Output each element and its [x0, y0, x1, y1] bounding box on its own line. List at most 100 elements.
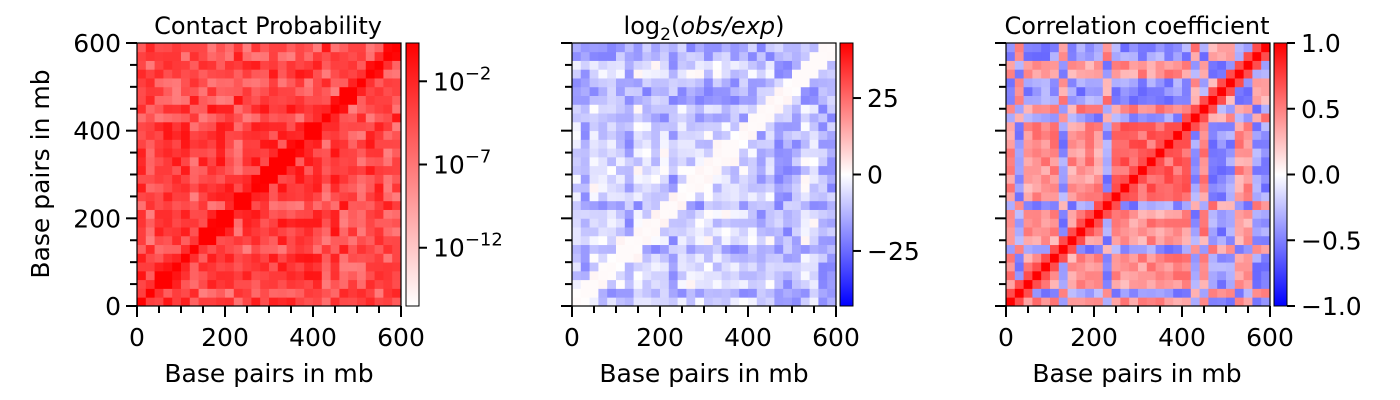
heatmap-cell — [374, 235, 384, 246]
heatmap-cell — [357, 288, 367, 298]
heatmap-cell — [1261, 235, 1271, 246]
heatmap-cell — [774, 104, 784, 114]
heatmap-cell — [154, 183, 164, 193]
heatmap-cell — [348, 218, 358, 228]
heatmap-cell — [704, 297, 714, 307]
heatmap-cell — [730, 156, 740, 167]
heatmap-cell — [313, 270, 323, 281]
heatmap-cell — [1208, 174, 1218, 184]
heatmap-cell — [818, 60, 828, 70]
heatmap-cell — [642, 297, 652, 307]
heatmap-cell — [739, 244, 749, 254]
heatmap-cell — [792, 139, 802, 149]
heatmap-cell — [712, 130, 722, 140]
heatmap-cell — [1102, 60, 1112, 70]
heatmap-cell — [1199, 139, 1209, 149]
heatmap-cell — [1014, 60, 1024, 70]
heatmap-cell — [216, 130, 226, 140]
heatmap-cell — [225, 156, 235, 167]
heatmap-cell — [1234, 200, 1244, 210]
heatmap-cell — [1138, 78, 1148, 88]
heatmap-cell — [677, 121, 687, 132]
heatmap-cell — [216, 139, 226, 149]
heatmap-cell — [792, 253, 802, 263]
heatmap-cell — [800, 235, 810, 246]
heatmap-cell — [1164, 139, 1174, 149]
panel3-axes: 0 200 400 600 — [995, 42, 1294, 352]
heatmap-cell — [1217, 192, 1227, 202]
heatmap-cell — [1058, 297, 1068, 307]
heatmap-cell — [765, 78, 775, 88]
heatmap-cell — [304, 262, 314, 272]
heatmap-cell — [365, 165, 375, 175]
heatmap-cell — [189, 95, 199, 105]
heatmap-cell — [668, 95, 678, 105]
heatmap-cell — [1006, 174, 1016, 184]
heatmap-cell — [598, 244, 608, 254]
heatmap-cell — [313, 51, 323, 61]
heatmap-cell — [783, 148, 793, 158]
heatmap-cell — [1173, 209, 1183, 219]
heatmap-cell — [313, 200, 323, 210]
heatmap-cell — [642, 227, 652, 237]
heatmap-cell — [172, 183, 182, 193]
heatmap-cell — [374, 51, 384, 61]
heatmap-cell — [1102, 165, 1112, 175]
heatmap-cell — [792, 262, 802, 272]
heatmap-cell — [330, 253, 340, 263]
heatmap-cell — [1252, 165, 1262, 175]
heatmap-cell — [1173, 174, 1183, 184]
heatmap-cell — [686, 104, 696, 114]
heatmap-cell — [1067, 86, 1077, 96]
heatmap-cell — [189, 192, 199, 202]
heatmap-cell — [739, 174, 749, 184]
heatmap-cell — [748, 270, 758, 281]
heatmap-cell — [1076, 183, 1086, 193]
heatmap-cell — [321, 183, 331, 193]
heatmap-cell — [260, 288, 270, 298]
heatmap-cell — [598, 60, 608, 70]
heatmap-cell — [1182, 104, 1192, 114]
heatmap-cell — [198, 60, 208, 70]
heatmap-cell — [580, 192, 590, 202]
heatmap-cell — [633, 218, 643, 228]
heatmap-cell — [189, 148, 199, 158]
heatmap-cell — [651, 51, 661, 61]
heatmap-cell — [1067, 43, 1077, 53]
heatmap-cell — [330, 86, 340, 96]
heatmap-cell — [783, 130, 793, 140]
heatmap-cell — [1243, 192, 1253, 202]
heatmap-cell — [1006, 95, 1016, 105]
heatmap-cell — [1111, 288, 1121, 298]
heatmap-cell — [198, 244, 208, 254]
heatmap-cell — [818, 51, 828, 61]
heatmap-cell — [748, 227, 758, 237]
heatmap-cell — [339, 297, 349, 307]
heatmap-cell — [339, 148, 349, 158]
heatmap-cell — [651, 279, 661, 289]
heatmap-cell — [295, 113, 305, 123]
heatmap-cell — [295, 253, 305, 263]
heatmap-cell — [189, 288, 199, 298]
heatmap-cell — [172, 235, 182, 246]
heatmap-cell — [792, 113, 802, 123]
heatmap-cell — [216, 43, 226, 53]
heatmap-cell — [1014, 113, 1024, 123]
heatmap-cell — [827, 262, 837, 272]
heatmap-cell — [1076, 165, 1086, 175]
heatmap-cell — [1217, 156, 1227, 167]
heatmap-cell — [189, 43, 199, 53]
heatmap-cell — [145, 297, 155, 307]
heatmap-cell — [792, 235, 802, 246]
heatmap-cell — [800, 200, 810, 210]
heatmap-cell — [1067, 253, 1077, 263]
heatmap-cell — [357, 279, 367, 289]
heatmap-cell — [216, 227, 226, 237]
heatmap-cell — [1208, 227, 1218, 237]
heatmap-cell — [304, 209, 314, 219]
heatmap-cell — [1146, 279, 1156, 289]
heatmap-cell — [1058, 235, 1068, 246]
heatmap-cell — [383, 183, 393, 193]
heatmap-cell — [260, 297, 270, 307]
heatmap-cell — [686, 209, 696, 219]
